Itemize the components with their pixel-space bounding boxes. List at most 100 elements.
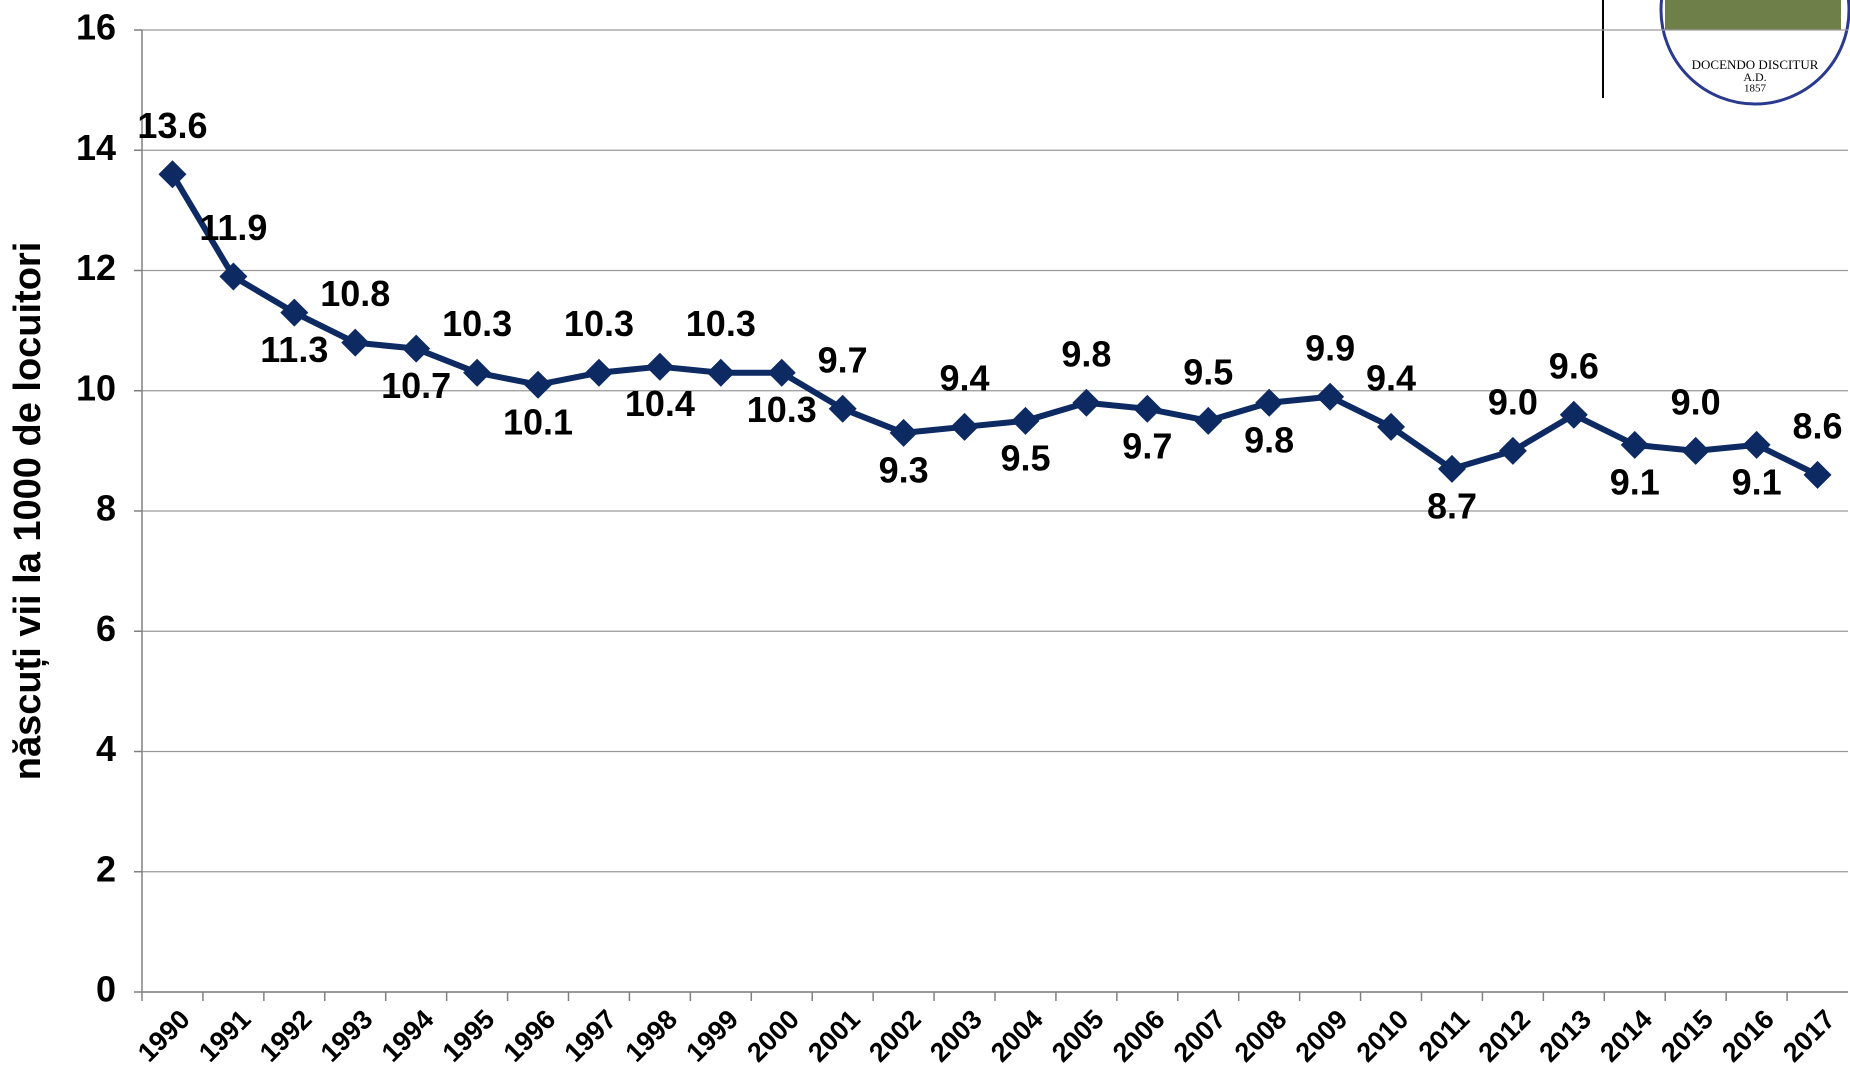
marker xyxy=(341,328,370,357)
marker xyxy=(767,358,796,387)
x-tick-label: 2000 xyxy=(741,1004,805,1068)
logo-image xyxy=(1665,0,1841,30)
data-label: 8.7 xyxy=(1427,485,1477,526)
x-tick-label: 2010 xyxy=(1351,1004,1415,1068)
data-label: 9.8 xyxy=(1244,419,1294,460)
data-label: 9.1 xyxy=(1732,461,1782,502)
marker xyxy=(1194,406,1223,435)
x-tick-label: 2004 xyxy=(985,1004,1049,1068)
marker xyxy=(706,358,735,387)
marker xyxy=(402,334,431,363)
marker xyxy=(1316,382,1345,411)
marker xyxy=(1498,436,1527,465)
data-label: 11.3 xyxy=(260,329,328,370)
marker xyxy=(828,394,857,423)
x-tick-label: 2003 xyxy=(924,1004,988,1068)
line xyxy=(169,172,1819,478)
y-tick-label: 0 xyxy=(96,969,116,1010)
marker xyxy=(889,418,918,447)
marker xyxy=(1559,400,1588,429)
data-label: 9.4 xyxy=(940,357,990,398)
data-label: 10.3 xyxy=(564,303,634,344)
marker xyxy=(1011,406,1040,435)
x-tick-label: 1997 xyxy=(559,1004,623,1068)
marker xyxy=(1377,412,1406,441)
x-tick-label: 2017 xyxy=(1777,1004,1841,1068)
marker xyxy=(584,358,613,387)
marker xyxy=(158,160,187,189)
marker xyxy=(463,358,492,387)
logo-motto: DOCENDO DISCITUR xyxy=(1692,57,1819,72)
x-tick-label: 2001 xyxy=(802,1004,866,1068)
marker xyxy=(1255,388,1284,417)
x-tick-label: 2005 xyxy=(1046,1004,1110,1068)
data-label: 9.1 xyxy=(1610,461,1660,502)
y-tick-label: 4 xyxy=(96,728,116,769)
data-label: 10.7 xyxy=(381,365,451,406)
x-tick-label: 2013 xyxy=(1533,1004,1597,1068)
data-label: 10.3 xyxy=(747,389,817,430)
data-label: 10.1 xyxy=(503,401,573,442)
logo-year: 1857 xyxy=(1744,83,1767,95)
data-label: 9.6 xyxy=(1549,345,1599,386)
data-label: 10.3 xyxy=(686,303,756,344)
marker xyxy=(950,412,979,441)
logo: DOCENDO DISCITUR A.D. 1857 xyxy=(1602,0,1850,106)
data-label: 9.0 xyxy=(1488,381,1538,422)
marker xyxy=(1437,454,1466,483)
x-tick-label: 2014 xyxy=(1594,1004,1658,1068)
marker xyxy=(1620,430,1649,459)
y-tick-label: 10 xyxy=(76,367,116,408)
data-label: 9.7 xyxy=(818,339,868,380)
data-label: 9.5 xyxy=(1000,437,1050,478)
data-label: 10.8 xyxy=(320,273,390,314)
data-label: 9.9 xyxy=(1305,327,1355,368)
data-label: 10.4 xyxy=(625,383,695,424)
marker xyxy=(1803,460,1832,489)
data-label: 9.8 xyxy=(1061,333,1111,374)
x-tick-label: 1991 xyxy=(193,1004,257,1068)
logo-era: A.D. xyxy=(1743,70,1766,84)
data-label: 9.0 xyxy=(1671,381,1721,422)
x-tick-label: 2007 xyxy=(1168,1004,1232,1068)
data-label: 9.5 xyxy=(1183,351,1233,392)
marker xyxy=(280,298,309,327)
x-tick-label: 1996 xyxy=(498,1004,562,1068)
marker xyxy=(524,370,553,399)
x-tick-label: 2008 xyxy=(1229,1004,1293,1068)
data-label: 9.7 xyxy=(1122,425,1172,466)
x-tick-label: 2006 xyxy=(1107,1004,1171,1068)
data-label: 9.4 xyxy=(1366,357,1416,398)
x-tick-label: 2012 xyxy=(1472,1004,1536,1068)
marker xyxy=(1681,436,1710,465)
y-axis-label: născuți vii la 1000 de locuitori xyxy=(7,242,49,781)
data-label: 11.9 xyxy=(199,207,267,248)
x-tick-label: 1994 xyxy=(376,1004,440,1068)
x-tick-label: 1992 xyxy=(254,1004,318,1068)
y-tick-label: 6 xyxy=(96,608,116,649)
y-tick-label: 14 xyxy=(76,127,116,168)
x-tick-label: 2011 xyxy=(1413,1004,1476,1067)
x-tick-label: 2015 xyxy=(1655,1004,1719,1068)
x-tick-label: 1990 xyxy=(132,1004,196,1068)
marker xyxy=(645,352,674,381)
x-tick-label: 2016 xyxy=(1716,1004,1780,1068)
x-tick-label: 2002 xyxy=(863,1004,927,1068)
marker xyxy=(1742,430,1771,459)
y-tick-label: 16 xyxy=(76,7,116,48)
x-tick-label: 1993 xyxy=(315,1004,379,1068)
marker xyxy=(1072,388,1101,417)
x-tick-label: 1998 xyxy=(619,1004,683,1068)
marker xyxy=(1133,394,1162,423)
y-tick-label: 2 xyxy=(96,848,116,889)
marker xyxy=(219,262,248,291)
data-label: 8.6 xyxy=(1793,405,1843,446)
y-tick-label: 12 xyxy=(76,247,116,288)
x-tick-label: 2009 xyxy=(1290,1004,1354,1068)
x-tick-label: 1999 xyxy=(680,1004,744,1068)
data-label: 10.3 xyxy=(442,303,512,344)
data-label: 9.3 xyxy=(879,449,929,490)
data-label: 13.6 xyxy=(137,105,207,146)
y-tick-label: 8 xyxy=(96,488,116,529)
